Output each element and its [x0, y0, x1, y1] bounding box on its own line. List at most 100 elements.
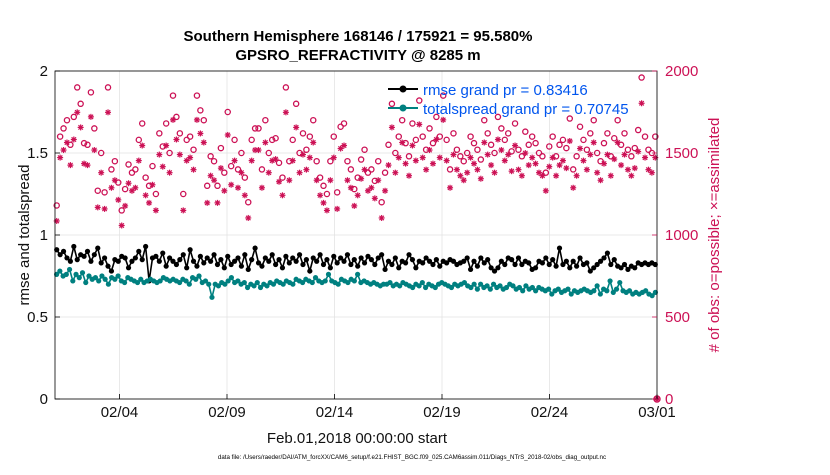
obs-assimilated-marker [207, 172, 214, 179]
obs-possible-marker [487, 141, 495, 149]
obs-possible-marker [340, 120, 348, 127]
series-point-rmse [546, 261, 552, 268]
obs-possible-marker [128, 169, 136, 176]
obs-assimilated-marker [347, 184, 354, 191]
obs-assimilated-marker [156, 151, 163, 158]
series-point-rmse [481, 260, 487, 266]
series-point-rmse [574, 263, 580, 269]
series-point-rmse [420, 260, 426, 266]
series-point-totalspread [555, 286, 561, 292]
series-point-totalspread [422, 284, 429, 291]
obs-assimilated-marker [282, 109, 289, 116]
series-point-totalspread [73, 271, 79, 277]
obs-possible-marker [316, 174, 324, 181]
series-point-totalspread [471, 281, 477, 287]
series-point-totalspread [244, 284, 251, 291]
obs-possible-marker [645, 146, 652, 153]
obs-assimilated-marker [419, 154, 426, 161]
series-point-totalspread [63, 271, 69, 277]
series-point-rmse [621, 261, 628, 268]
obs-possible-marker [53, 202, 60, 209]
obs-possible-marker [73, 84, 81, 91]
series-point-rmse [201, 260, 207, 266]
obs-assimilated-marker [559, 157, 566, 164]
series-point-rmse [74, 257, 80, 263]
obs-assimilated-marker [549, 154, 556, 161]
series-point-rmse [474, 263, 481, 269]
series-point-totalspread [516, 284, 523, 291]
obs-possible-marker [67, 141, 74, 149]
obs-possible-marker [364, 169, 372, 176]
obs-possible-marker [378, 198, 385, 206]
series-point-rmse [611, 257, 617, 263]
series-point-rmse [290, 255, 296, 261]
series-point-rmse [491, 268, 498, 274]
series-point-totalspread [410, 284, 416, 291]
series-point-totalspread [335, 281, 341, 287]
obs-possible-marker [385, 141, 392, 149]
obs-assimilated-marker [590, 139, 597, 146]
obs-assimilated-marker [351, 202, 358, 209]
series-point-rmse [351, 257, 357, 263]
obs-assimilated-marker [546, 163, 553, 170]
obs-count-markers [53, 74, 661, 403]
obs-assimilated-marker [583, 166, 590, 173]
series-point-rmse [101, 255, 108, 261]
series-point-rmse [221, 265, 227, 271]
obs-possible-marker [395, 133, 403, 140]
obs-assimilated-marker [289, 157, 296, 164]
obs-assimilated-marker [173, 136, 180, 143]
series-point-totalspread [510, 283, 516, 289]
obs-possible-marker [262, 116, 269, 124]
obs-assimilated-marker [214, 199, 221, 206]
obs-possible-marker [234, 166, 242, 173]
x-ticks: 02/04 02/09 02/14 02/19 02/24 03/01 [101, 394, 676, 421]
y-tick-label-left: 1 [40, 227, 48, 244]
obs-assimilated-marker [566, 137, 573, 144]
obs-possible-marker [180, 190, 187, 198]
series-point-totalspread [351, 278, 357, 284]
obs-possible-marker [135, 136, 143, 144]
obs-assimilated-marker [108, 184, 115, 191]
obs-possible-marker [245, 198, 252, 206]
series-lines [54, 243, 658, 300]
obs-possible-marker [104, 84, 112, 91]
obs-possible-marker [652, 133, 659, 140]
obs-assimilated-marker [628, 172, 635, 179]
obs-possible-marker [474, 146, 481, 153]
obs-possible-marker [210, 157, 218, 165]
obs-assimilated-marker [484, 151, 491, 158]
obs-possible-marker [87, 89, 95, 96]
obs-assimilated-marker [170, 116, 177, 123]
obs-possible-marker [347, 166, 355, 173]
obs-assimilated-marker [310, 139, 317, 146]
series-point-rmse [597, 258, 604, 264]
obs-assimilated-marker [344, 177, 351, 184]
series-point-rmse [426, 258, 433, 264]
obs-possible-marker [327, 157, 334, 165]
obs-assimilated-marker [142, 192, 149, 199]
series-point-totalspread [594, 283, 600, 289]
series-point-totalspread [235, 278, 241, 284]
series-point-rmse [187, 247, 193, 253]
obs-possible-marker [357, 156, 365, 163]
obs-assimilated-marker [299, 151, 306, 158]
series-point-rmse [331, 253, 337, 259]
obs-possible-marker [481, 116, 488, 124]
x-tick-label: 03/01 [638, 404, 676, 421]
series-point-totalspread [487, 286, 493, 292]
obs-possible-marker [84, 141, 91, 149]
series-point-rmse [652, 261, 658, 268]
obs-assimilated-marker [600, 160, 607, 167]
series-point-totalspread [202, 278, 209, 284]
obs-possible-marker [63, 116, 71, 124]
obs-possible-marker [610, 134, 618, 142]
series-point-rmse [550, 257, 556, 263]
obs-possible-marker [60, 125, 67, 132]
obs-assimilated-marker [594, 169, 601, 176]
obs-possible-marker [176, 130, 184, 137]
x-tick-label: 02/19 [423, 404, 461, 421]
obs-possible-marker [463, 149, 471, 157]
y-tick-label-right: 0 [665, 391, 673, 408]
obs-assimilated-marker [501, 157, 508, 164]
